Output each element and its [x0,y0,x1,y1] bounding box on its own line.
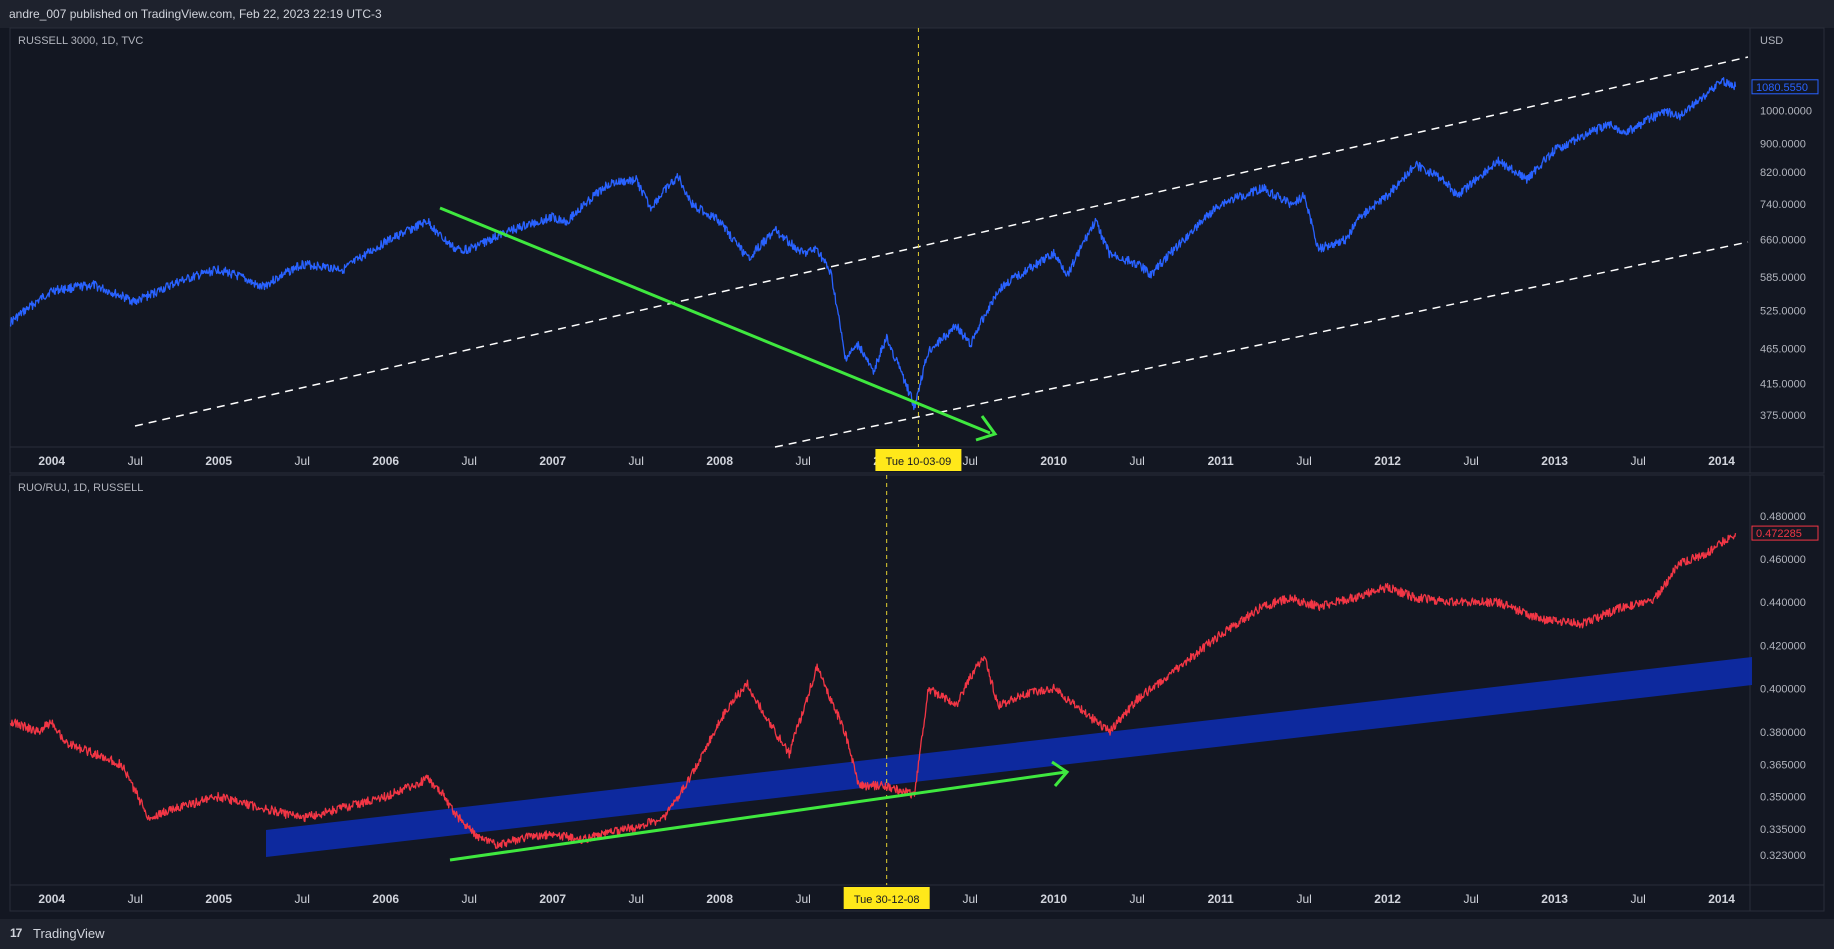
y-tick-label: 0.480000 [1760,511,1806,523]
last-value-box [1751,525,1819,541]
x-tick-label: 2013 [1541,892,1568,906]
x-tick-label: Jul [462,892,477,906]
crosshair-date-box [875,449,962,471]
x-tick-label: 2007 [539,892,566,906]
downtrend-arrowhead [975,415,998,442]
x-tick-label: 2008 [706,454,733,468]
y-tick-label: 820.0000 [1760,167,1806,179]
support-band [266,657,1752,857]
x-tick-label: Jul [629,454,644,468]
y-tick-label: 0.335000 [1760,824,1806,836]
x-tick-label: 2010 [1040,892,1067,906]
uptrend-arrow [449,770,1067,862]
crosshair-date-box [843,887,930,909]
chart-canvas[interactable]: RUSSELL 3000, 1D, TVC USD 1000.0000 900.000… [0,0,1834,919]
panel-title: RUO/RUJ, 1D, RUSSELL [18,482,143,494]
currency-label: USD [1760,35,1783,47]
x-tick-label: Jul [295,454,310,468]
crosshair-date-label: Tue 10-03-09 [886,456,952,468]
x-tick-label: Jul [1296,454,1311,468]
x-tick-label: 2013 [1541,454,1568,468]
x-tick-label: 2005 [205,454,232,468]
publish-text: andre_007 published on TradingView.com, … [9,7,382,21]
x-tick-label: Jul [1463,892,1478,906]
channel-lower-line [774,241,1749,448]
tradingview-brand[interactable]: TradingView [33,926,105,941]
y-tick-label: 0.323000 [1760,850,1806,862]
downtrend-arrow [439,206,991,435]
last-value-label: 0.472285 [1756,528,1802,540]
x-tick-label: Jul [1630,454,1645,468]
last-value-box [1751,79,1819,95]
footer-bar: 17 TradingView [0,919,1834,949]
x-tick-label: Jul [963,454,978,468]
x-tick-label: Jul [796,454,811,468]
x-tick-label: 2006 [372,892,399,906]
y-tick-label: 375.0000 [1760,410,1806,422]
crosshair-date-label: Tue 30-12-08 [854,894,920,906]
x-tick-label: 2012 [1374,892,1401,906]
y-tick-label: 1000.0000 [1760,106,1812,118]
x-tick-label: 2005 [205,892,232,906]
x-tick-label: Jul [462,454,477,468]
x-tick-label: Jul [295,892,310,906]
y-tick-label: 0.380000 [1760,727,1806,739]
y-tick-label: 0.365000 [1760,759,1806,771]
x-tick-label: Jul [963,892,978,906]
x-tick-label: Jul [1463,454,1478,468]
x-tick-label: 2007 [539,454,566,468]
x-tick-label: 2010 [1040,454,1067,468]
tradingview-logo-icon: 17 [10,926,22,940]
y-tick-label: 740.0000 [1760,199,1806,211]
panel-frame [9,474,1825,912]
y-tick-label: 465.0000 [1760,343,1806,355]
x-tick-label: 2004 [38,454,65,468]
y-tick-label: 0.400000 [1760,684,1806,696]
y-tick-label: 585.0000 [1760,272,1806,284]
x-tick-label: 2014 [1708,454,1735,468]
russell-panel: RUSSELL 3000, 1D, TVC USD 1000.0000 900.000… [9,27,1825,474]
series-line [9,77,1737,411]
x-tick-label: Jul [1630,892,1645,906]
y-tick-label: 900.0000 [1760,138,1806,150]
series-line [9,532,1737,849]
publish-header: andre_007 published on TradingView.com, … [0,0,1834,28]
x-tick-label: Jul [1296,892,1311,906]
last-value-label: 1080.5550 [1756,82,1808,94]
x-tick-label: Jul [1129,454,1144,468]
x-tick-label: Jul [128,892,143,906]
x-tick-label: 2006 [372,454,399,468]
x-tick-label: Jul [629,892,644,906]
x-tick-label: Jul [796,892,811,906]
x-tick-label: 2014 [1708,892,1735,906]
panel-frame [9,27,1825,474]
y-tick-label: 0.440000 [1760,597,1806,609]
x-tick-label: 2004 [38,892,65,906]
y-tick-label: 525.0000 [1760,306,1806,318]
x-tick-label: 2011 [1208,892,1234,906]
y-tick-label: 0.420000 [1760,640,1806,652]
x-tick-label: 2012 [1374,454,1401,468]
uptrend-arrowhead [1051,760,1070,787]
x-tick-label: Jul [128,454,143,468]
y-tick-label: 415.0000 [1760,379,1806,391]
panel-title: RUSSELL 3000, 1D, TVC [18,35,143,47]
y-tick-label: 660.0000 [1760,235,1806,247]
channel-upper-line [134,56,1749,427]
y-tick-label: 0.460000 [1760,554,1806,566]
ratio-panel: RUO/RUJ, 1D, RUSSELL 0.480000 0.460000 0.44… [9,474,1825,912]
x-tick-label: 2011 [1208,454,1234,468]
x-tick-label: Jul [1129,892,1144,906]
x-tick-label: 2008 [706,892,733,906]
y-tick-label: 0.350000 [1760,792,1806,804]
